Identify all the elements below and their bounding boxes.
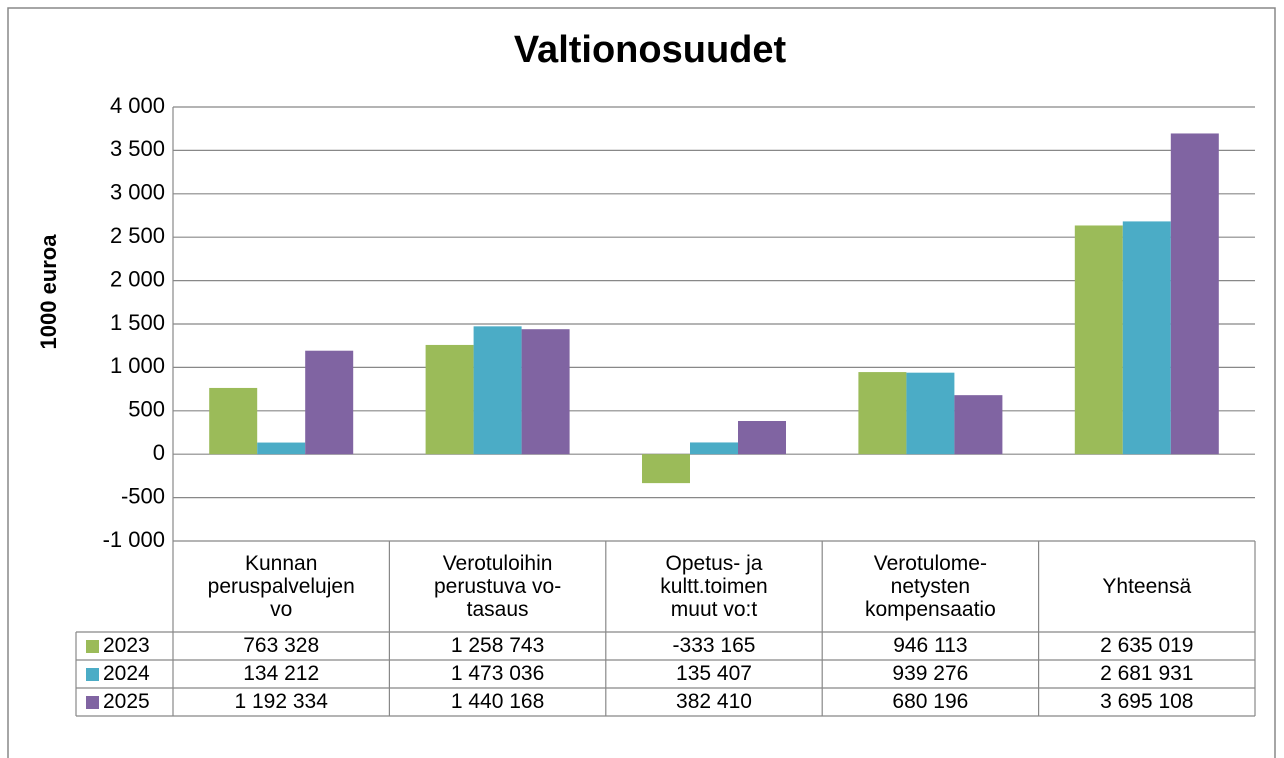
legend-entry: 2024 xyxy=(76,660,173,688)
y-tick-label: -500 xyxy=(121,483,165,508)
bar xyxy=(521,329,570,455)
y-tick-label: 3 000 xyxy=(110,180,165,205)
bar xyxy=(305,350,354,455)
table-value: 763 328 xyxy=(243,634,320,658)
category-label: Kunnan peruspalvelujen vo xyxy=(207,551,355,622)
table-value: 1 473 036 xyxy=(450,662,545,686)
legend-entry: 2025 xyxy=(76,688,173,716)
category-label: Opetus- ja kultt.toimen muut vo:t xyxy=(660,551,768,622)
bar xyxy=(209,387,258,455)
table-value: 939 276 xyxy=(892,662,969,686)
category-label: Verotuloihin perustuva vo- tasaus xyxy=(433,551,562,622)
bar xyxy=(1122,221,1171,455)
legend-label: 2024 xyxy=(103,662,150,686)
table-value: 1 440 168 xyxy=(450,690,545,714)
category-label: Verotulome- netysten kompensaatio xyxy=(865,551,996,622)
bar xyxy=(690,442,738,455)
legend-swatch xyxy=(86,695,99,709)
legend-swatch xyxy=(86,639,99,653)
table-value: 3 695 108 xyxy=(1100,690,1194,714)
bar xyxy=(1170,133,1219,455)
y-tick-label: -1 000 xyxy=(103,527,165,552)
frame xyxy=(7,7,1276,758)
legend-swatch xyxy=(86,667,99,681)
legend-entry: 2023 xyxy=(76,632,173,660)
y-tick-label: 500 xyxy=(128,397,165,422)
bar xyxy=(858,372,907,455)
table-value: -333 165 xyxy=(672,634,756,658)
y-axis-label: 1000 euroa xyxy=(36,234,61,350)
category-label: Yhteensä xyxy=(1102,574,1192,598)
table-value: 1 258 743 xyxy=(450,634,545,658)
y-tick-label: 1 500 xyxy=(110,310,165,335)
y-tick-label: 0 xyxy=(153,440,165,465)
y-tick-label: 2 000 xyxy=(110,266,165,291)
bar xyxy=(473,326,522,455)
table-value: 382 410 xyxy=(676,690,752,714)
table-value: 2 681 931 xyxy=(1100,662,1194,686)
table-value: 680 196 xyxy=(892,690,969,714)
bar xyxy=(738,421,786,455)
bar xyxy=(1074,225,1123,455)
chart-title: Valtionosuudet xyxy=(514,29,787,71)
table-value: 946 113 xyxy=(893,634,968,658)
bar xyxy=(642,454,690,484)
table-value: 1 192 334 xyxy=(234,690,328,714)
y-tick-label: 1 000 xyxy=(110,353,165,378)
bar xyxy=(425,344,474,455)
table-value: 2 635 019 xyxy=(1100,634,1194,658)
y-tick-label: 3 500 xyxy=(110,136,165,161)
legend-label: 2025 xyxy=(103,690,150,714)
y-tick-label: 2 500 xyxy=(110,223,165,248)
bar xyxy=(257,442,306,455)
table-value: 135 407 xyxy=(676,662,752,686)
bar xyxy=(906,372,955,455)
y-tick-label: 4 000 xyxy=(110,93,165,118)
table-value: 134 212 xyxy=(243,662,320,686)
bar xyxy=(954,395,1003,455)
legend-label: 2023 xyxy=(103,634,150,658)
